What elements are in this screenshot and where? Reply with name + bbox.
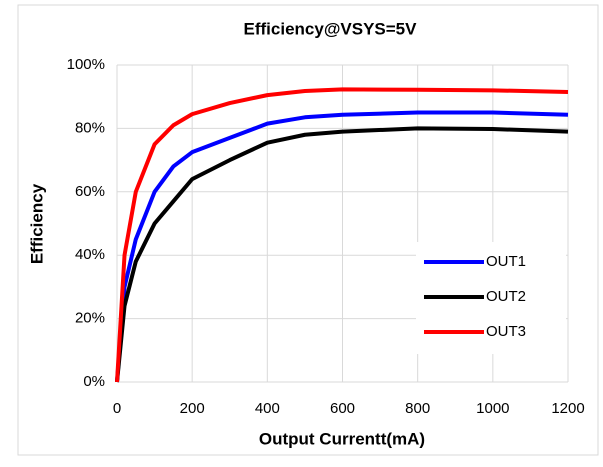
x-tick-label: 800 bbox=[405, 400, 430, 417]
x-tick-label: 200 bbox=[180, 400, 205, 417]
legend-label: OUT3 bbox=[486, 323, 526, 340]
x-tick-label: 0 bbox=[113, 400, 121, 417]
chart-title: Efficiency@VSYS=5V bbox=[244, 19, 418, 38]
legend-label: OUT1 bbox=[486, 253, 526, 270]
x-tick-label: 1200 bbox=[551, 400, 584, 417]
y-tick-label: 60% bbox=[75, 183, 105, 200]
x-axis-label: Output Currentt(mA) bbox=[259, 429, 425, 448]
series-line bbox=[115, 87, 569, 383]
x-tick-label: 1000 bbox=[476, 400, 509, 417]
x-tick-label: 600 bbox=[330, 400, 355, 417]
y-tick-label: 0% bbox=[83, 373, 105, 390]
y-tick-label: 100% bbox=[67, 56, 105, 73]
y-tick-label: 80% bbox=[75, 119, 105, 136]
y-axis-label: Efficiency bbox=[27, 183, 46, 264]
y-tick-label: 40% bbox=[75, 246, 105, 263]
chart-border bbox=[17, 4, 599, 456]
series-line bbox=[115, 110, 569, 383]
y-tick-label: 20% bbox=[75, 310, 105, 327]
x-tick-label: 400 bbox=[255, 400, 280, 417]
series-line bbox=[115, 126, 569, 383]
legend-label: OUT2 bbox=[486, 288, 526, 305]
